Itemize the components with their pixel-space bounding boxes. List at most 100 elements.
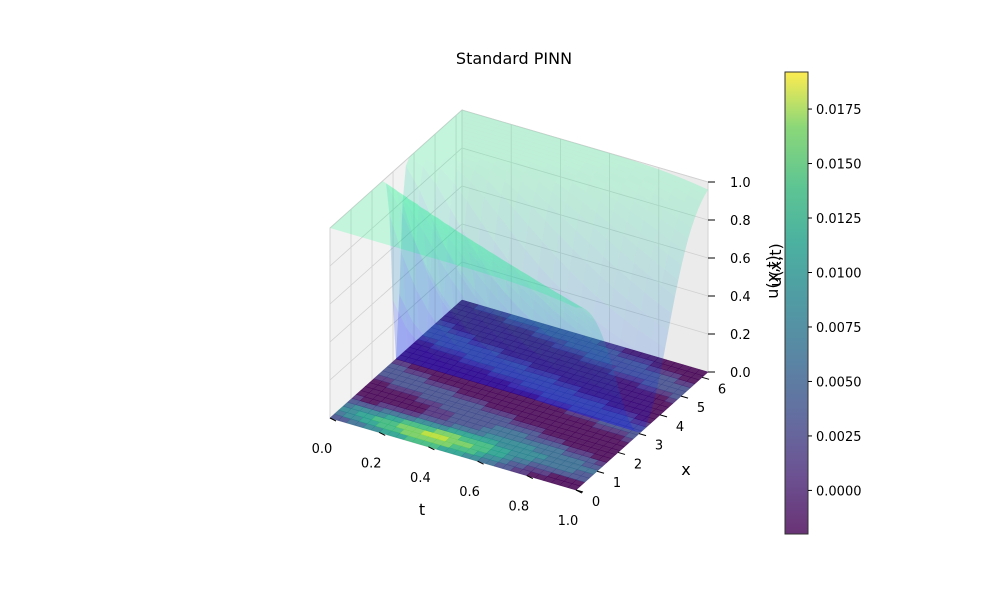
- exact-surface-cell: [535, 288, 552, 296]
- exact-surface-cell: [483, 152, 501, 161]
- exact-surface-cell: [468, 250, 486, 285]
- exact-surface-cell: [396, 294, 413, 363]
- exact-surface-cell: [521, 172, 539, 193]
- exact-surface-cell: [637, 232, 655, 259]
- exact-surface-cell: [618, 421, 636, 431]
- exact-surface-cell: [616, 192, 634, 211]
- exact-surface-cell: [408, 236, 426, 244]
- exact-surface-cell: [561, 303, 579, 324]
- exact-surface-cell: [464, 298, 482, 344]
- exact-surface-cell: [372, 186, 390, 194]
- exact-surface-cell: [399, 207, 417, 291]
- exact-surface-cell: [404, 223, 422, 231]
- exact-surface-cell: [450, 358, 468, 379]
- exact-surface-cell: [517, 154, 535, 163]
- exact-surface-cell: [536, 383, 554, 402]
- exact-surface-cell: [530, 142, 548, 150]
- exact-surface-cell: [549, 383, 567, 402]
- exact-surface-cell: [624, 383, 642, 404]
- exact-surface-cell: [674, 218, 692, 239]
- exact-surface-cell: [444, 232, 462, 272]
- exact-surface-cell: [501, 180, 519, 210]
- exact-surface-cell: [461, 371, 478, 383]
- exact-surface-cell: [684, 194, 702, 210]
- exact-surface-cell: [479, 123, 497, 131]
- exact-surface-cell: [585, 159, 603, 168]
- exact-surface-cell: [564, 311, 582, 334]
- exact-surface-cell: [480, 197, 498, 242]
- colorbar: 0.0000 0.0025 0.0050 0.0075 0.0100 0.0125 0.01…: [766, 71, 862, 535]
- exact-surface-cell: [469, 262, 487, 270]
- exact-surface-cell: [515, 307, 533, 349]
- exact-surface-cell: [357, 233, 375, 240]
- exact-surface-cell: [521, 249, 539, 293]
- exact-surface-cell: [568, 321, 585, 346]
- exact-surface-cell: [538, 241, 556, 281]
- exact-surface-cell: [619, 185, 637, 201]
- y-axis-label: x: [681, 460, 690, 479]
- exact-surface-cell: [587, 409, 605, 419]
- exact-surface-cell: [478, 253, 496, 283]
- exact-surface-cell: [557, 370, 575, 393]
- exact-surface-cell: [416, 189, 434, 279]
- exact-surface-cell: [478, 316, 496, 356]
- x-tick: [329, 417, 337, 422]
- exact-surface-cell: [605, 157, 623, 166]
- x-tick: [477, 460, 484, 465]
- exact-surface-cell: [431, 231, 449, 239]
- exact-surface-cell: [627, 366, 645, 391]
- exact-surface-cell: [667, 193, 685, 210]
- exact-surface-cell: [459, 141, 477, 149]
- exact-surface-cell: [584, 415, 601, 420]
- grid-line-z: [329, 109, 709, 229]
- exact-surface-cell: [363, 211, 381, 219]
- exact-surface-cell: [523, 277, 541, 298]
- exact-surface-cell: [520, 273, 538, 282]
- exact-surface-cell: [637, 310, 655, 340]
- exact-surface-cell: [400, 210, 418, 218]
- exact-surface-cell: [579, 201, 597, 227]
- exact-surface-cell: [473, 259, 491, 267]
- exact-surface-cell: [636, 185, 654, 201]
- exact-surface-cell: [591, 370, 609, 393]
- exact-surface-cell: [540, 134, 558, 141]
- exact-surface-cell: [646, 171, 664, 182]
- exact-surface-cell: [533, 366, 551, 391]
- exact-surface-cell: [420, 211, 438, 257]
- exact-surface-cell: [658, 285, 675, 314]
- exact-surface-cell: [452, 131, 470, 139]
- exact-surface-cell: [550, 390, 568, 407]
- exact-surface-cell: [420, 344, 437, 371]
- exact-surface-cell: [594, 416, 612, 425]
- exact-surface-cell: [442, 238, 460, 246]
- exact-surface-cell: [574, 392, 592, 410]
- exact-surface-cell: [465, 238, 483, 248]
- z-tick-label: 1.0: [730, 176, 751, 191]
- exact-surface-cell: [470, 169, 488, 198]
- exact-surface-cell: [485, 367, 503, 389]
- exact-surface-cell: [487, 275, 505, 327]
- colorbar-tick-label: 0.0175: [816, 103, 862, 118]
- exact-surface-cell: [475, 289, 493, 332]
- exact-surface-cell: [449, 150, 467, 158]
- exact-surface-cell: [627, 280, 645, 311]
- exact-surface-cell: [508, 232, 526, 278]
- exact-surface-cell: [511, 161, 528, 173]
- exact-surface-cell: [521, 283, 539, 291]
- exact-surface-cell: [389, 188, 407, 198]
- exact-surface-cell: [424, 221, 442, 229]
- exact-surface-cell: [593, 386, 611, 405]
- exact-surface-cell: [438, 127, 456, 135]
- exact-surface-cell: [535, 265, 553, 307]
- exact-surface-cell: [576, 214, 593, 244]
- exact-surface-cell: [595, 150, 613, 158]
- exact-surface-cell: [599, 191, 617, 212]
- exact-surface-cell: [440, 303, 458, 359]
- exact-surface-cell: [542, 332, 560, 366]
- exact-surface-cell: [599, 163, 617, 174]
- exact-surface-cell: [514, 274, 532, 282]
- exact-surface-cell: [657, 219, 675, 242]
- exact-surface-cell: [477, 158, 495, 171]
- x-tick-label: 0.6: [459, 485, 480, 500]
